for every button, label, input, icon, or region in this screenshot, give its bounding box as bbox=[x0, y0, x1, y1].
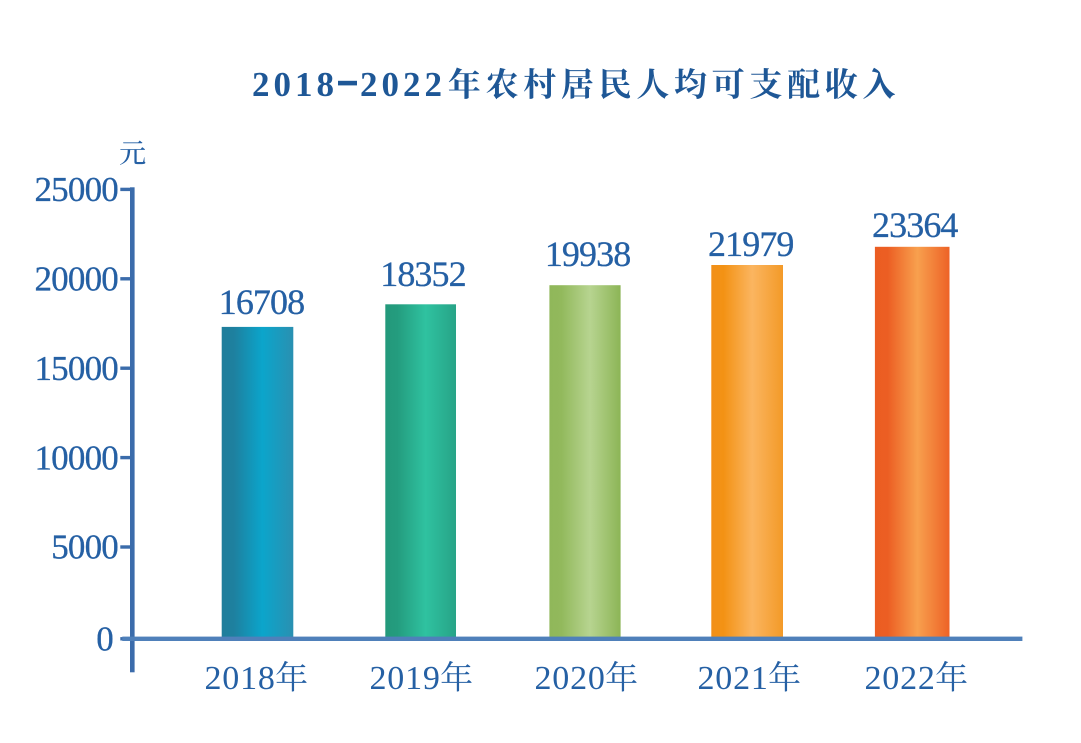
svg-text:2022: 2022 bbox=[360, 65, 446, 104]
svg-text:2018: 2018 bbox=[252, 65, 338, 104]
svg-text:21979: 21979 bbox=[708, 224, 794, 264]
svg-text:2018: 2018 bbox=[205, 660, 276, 697]
svg-text:2020: 2020 bbox=[535, 660, 606, 697]
svg-text:10000: 10000 bbox=[34, 438, 118, 477]
svg-text:15000: 15000 bbox=[34, 349, 118, 388]
svg-text:25000: 25000 bbox=[34, 170, 118, 209]
svg-text:19938: 19938 bbox=[545, 234, 631, 274]
svg-text:2021: 2021 bbox=[698, 660, 769, 697]
svg-text:2022: 2022 bbox=[865, 660, 936, 697]
svg-text:23364: 23364 bbox=[872, 205, 958, 245]
svg-text:5000: 5000 bbox=[51, 528, 118, 567]
svg-text:0: 0 bbox=[96, 620, 113, 659]
svg-text:2019: 2019 bbox=[370, 660, 441, 697]
svg-text:16708: 16708 bbox=[219, 282, 305, 322]
svg-text:18352: 18352 bbox=[380, 254, 466, 294]
svg-text:20000: 20000 bbox=[34, 260, 118, 299]
